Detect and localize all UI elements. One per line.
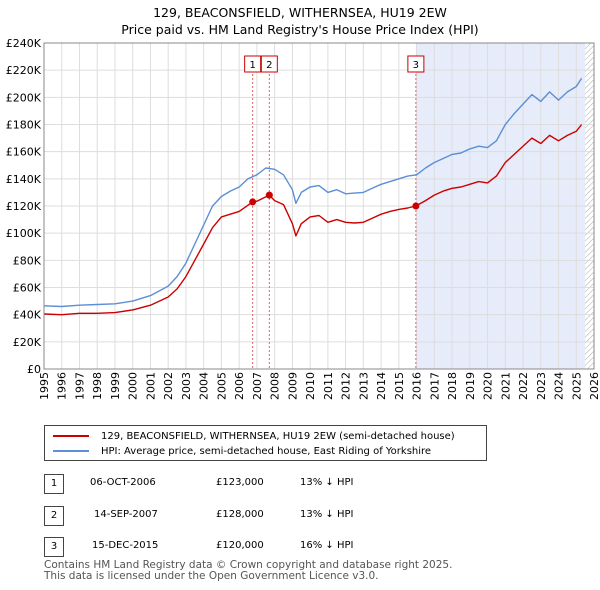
legend-hpi-label: HPI: Average price, semi-detached house,… — [101, 445, 432, 457]
x-tick-label: 2000 — [127, 372, 140, 400]
chart-title-line1: 129, BEACONSFIELD, WITHERNSEA, HU19 2EW — [153, 5, 447, 20]
x-tick-label: 2004 — [198, 372, 211, 400]
x-tick-label: 2002 — [162, 372, 175, 400]
price-series-line — [43, 124, 583, 316]
table-row: 2 14-SEP-2007 £128,000 13% ↓ HPI — [44, 506, 444, 526]
x-tick-label: 2017 — [428, 372, 441, 400]
x-tick-label: 2011 — [322, 372, 335, 400]
legend-price-swatch — [53, 435, 89, 437]
transaction-number: 3 — [44, 537, 64, 557]
x-tick-label: 2001 — [144, 372, 157, 400]
x-tick-label: 2021 — [499, 372, 512, 400]
x-tick-label: 2009 — [286, 372, 299, 400]
table-row: 3 15-DEC-2015 £120,000 16% ↓ HPI — [44, 537, 444, 557]
sale-label-box-2 — [260, 55, 278, 73]
x-tick-label: 2008 — [269, 372, 282, 400]
y-tick-label: £160K — [6, 146, 42, 159]
x-tick-label: 1997 — [73, 372, 86, 400]
sale-label-box-3 — [407, 55, 425, 73]
hpi-series-line — [43, 77, 583, 308]
footer-line2: This data is licensed under the Open Gov… — [44, 570, 379, 582]
legend-hpi-swatch — [53, 450, 89, 452]
axis-layer: £0 £20K £40K £60K £80K £100K £120K £140K £160K £1… — [6, 37, 600, 400]
chart-title-line2: Price paid vs. HM Land Registry's House … — [121, 22, 479, 37]
y-tick-label: £200K — [6, 91, 42, 104]
x-tick-label: 2018 — [446, 372, 459, 400]
x-tick-label: 2025 — [570, 372, 583, 400]
transaction-hpi: 13% ↓ HPI — [300, 477, 354, 488]
x-tick-label: 2013 — [357, 372, 370, 400]
sale-label-3: 3 — [413, 60, 419, 71]
y-tick-label: £140K — [6, 173, 42, 186]
x-tick-label: 2026 — [588, 372, 600, 400]
x-tick-label: 1996 — [56, 372, 69, 400]
series-layer — [43, 77, 583, 316]
x-tick-label: 2005 — [215, 372, 228, 400]
transaction-hpi: 16% ↓ HPI — [300, 540, 354, 551]
transaction-hpi: 13% ↓ HPI — [300, 509, 354, 520]
sale-label-2: 2 — [266, 60, 272, 71]
x-tick-label: 2024 — [553, 372, 566, 400]
legend-price-label: 129, BEACONSFIELD, WITHERNSEA, HU19 2EW … — [101, 430, 455, 442]
x-tick-label: 2019 — [464, 372, 477, 400]
x-tick-label: 2015 — [393, 372, 406, 400]
x-tick-label: 2020 — [482, 372, 495, 400]
transaction-price: £123,000 — [216, 477, 264, 488]
legend-entry-hpi: HPI: Average price, semi-detached house,… — [53, 444, 431, 458]
footer-line1: Contains HM Land Registry data © Crown c… — [44, 559, 453, 571]
legend: 129, BEACONSFIELD, WITHERNSEA, HU19 2EW … — [44, 425, 487, 461]
y-tick-label: £20K — [13, 336, 42, 349]
x-tick-label: 2007 — [251, 372, 264, 400]
transaction-price: £128,000 — [216, 509, 264, 520]
legend-entry-price: 129, BEACONSFIELD, WITHERNSEA, HU19 2EW … — [53, 429, 455, 443]
sale-point-2 — [265, 191, 273, 199]
x-tick-label: 1999 — [109, 372, 122, 400]
chart-title: 129, BEACONSFIELD, WITHERNSEA, HU19 2EW … — [0, 4, 600, 38]
y-tick-label: £220K — [6, 64, 42, 77]
sale-point-3 — [412, 202, 420, 210]
x-tick-label: 2016 — [411, 372, 424, 400]
transaction-date: 15-DEC-2015 — [92, 540, 159, 551]
transaction-price: £120,000 — [216, 540, 264, 551]
sale-point-1 — [249, 198, 257, 206]
plot-frame — [43, 42, 595, 370]
x-tick-label: 2012 — [340, 372, 353, 400]
sale-vline-layer — [252, 74, 417, 369]
y-tick-label: £0 — [27, 363, 41, 376]
y-tick-label: £240K — [6, 37, 42, 50]
sale-label-box-1 — [244, 55, 262, 73]
sale-label-1: 1 — [249, 60, 255, 71]
x-tick-label: 2014 — [375, 372, 388, 400]
x-tick-label: 2006 — [233, 372, 246, 400]
y-tick-label: £180K — [6, 119, 42, 132]
x-tick-label: 2003 — [180, 372, 193, 400]
x-tick-label: 1998 — [91, 372, 104, 400]
y-tick-label: £100K — [6, 227, 42, 240]
transaction-date: 06-OCT-2006 — [90, 477, 156, 488]
x-tick-label: 2010 — [304, 372, 317, 400]
y-tick-label: £60K — [13, 282, 42, 295]
x-tick-label: 2023 — [535, 372, 548, 400]
x-tick-label: 2022 — [517, 372, 530, 400]
x-tick-label: 1995 — [38, 372, 51, 400]
table-row: 1 06-OCT-2006 £123,000 13% ↓ HPI — [44, 474, 444, 494]
transaction-number: 1 — [44, 474, 64, 494]
y-tick-label: £80K — [13, 254, 42, 267]
transaction-number: 2 — [44, 506, 64, 526]
transaction-date: 14-SEP-2007 — [94, 509, 158, 520]
y-tick-label: £40K — [13, 309, 42, 322]
y-tick-label: £120K — [6, 200, 42, 213]
footer: Contains HM Land Registry data © Crown c… — [44, 560, 452, 582]
